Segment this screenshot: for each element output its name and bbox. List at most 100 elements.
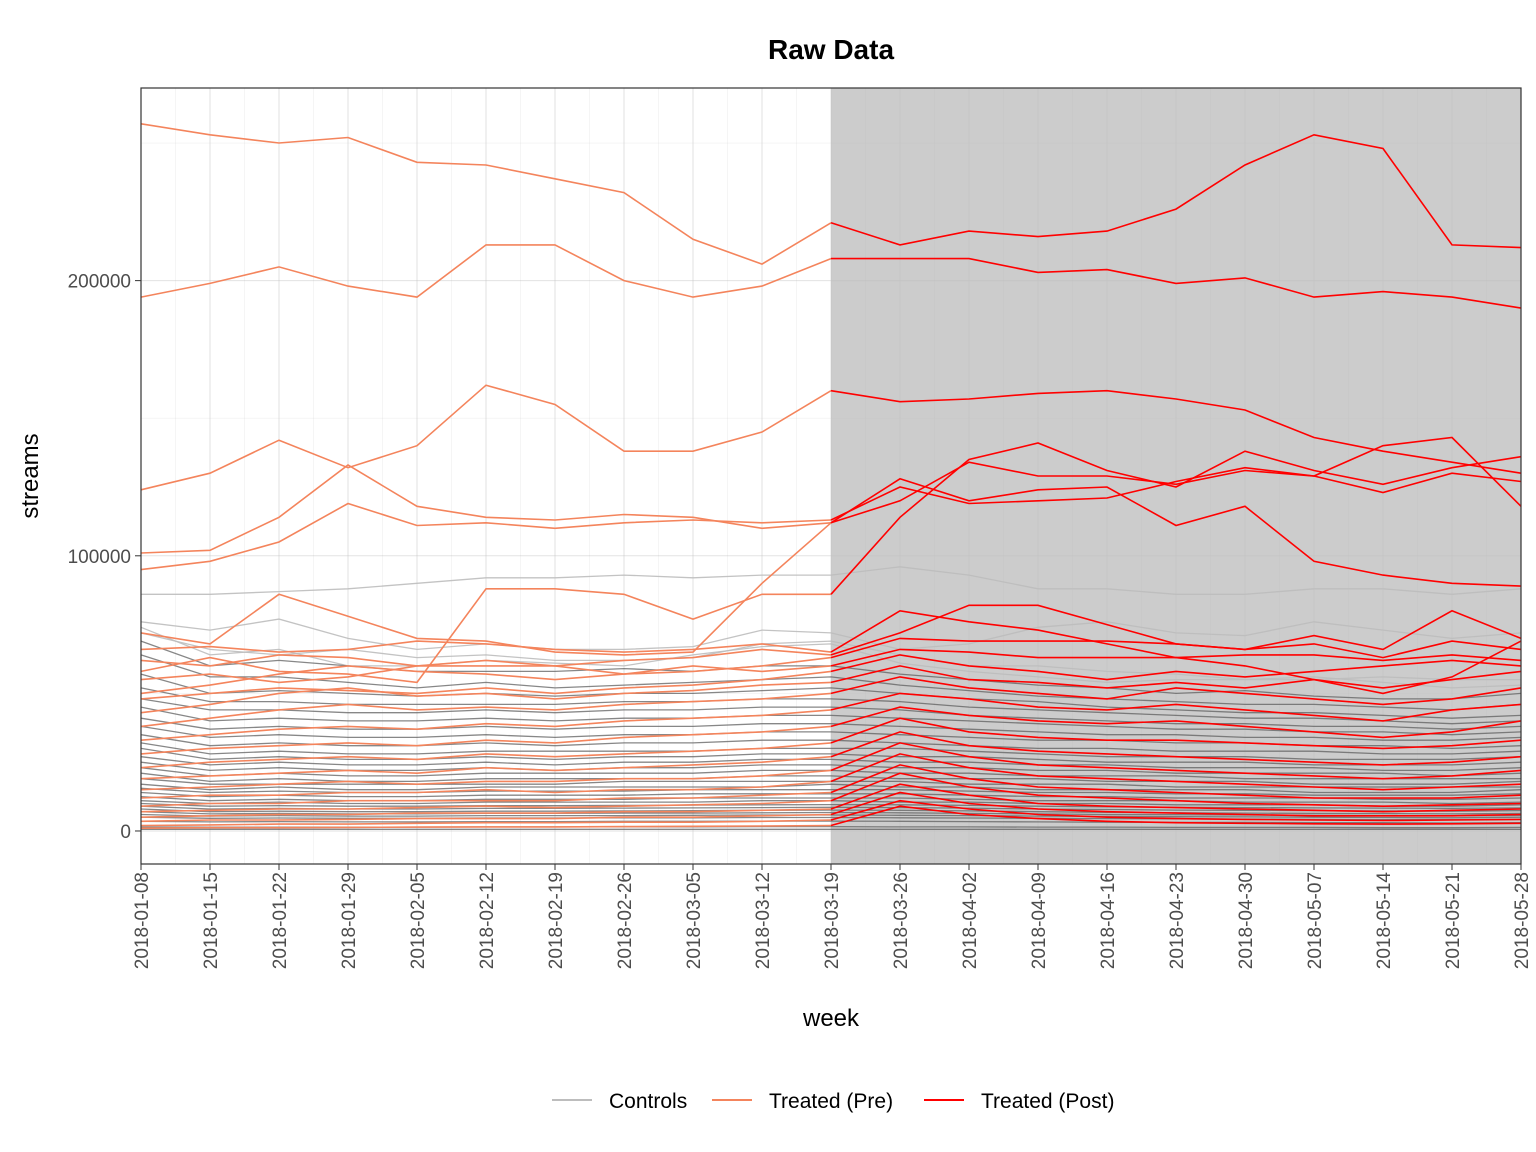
x-tick-label: 2018-01-08 xyxy=(132,872,153,969)
y-tick-label: 100000 xyxy=(68,547,131,568)
series-lines xyxy=(140,123,1522,830)
series-line-treated-pre xyxy=(140,522,832,656)
series-line-control xyxy=(140,687,1522,725)
series-line-treated-post xyxy=(830,706,1522,739)
series-line-treated-post xyxy=(830,742,1522,780)
x-tick-label: 2018-02-05 xyxy=(408,872,429,969)
series-line-treated-pre xyxy=(140,725,832,755)
x-tick-label: 2018-01-15 xyxy=(201,872,222,969)
series-line-treated-pre xyxy=(140,755,832,780)
series-line-control xyxy=(140,783,1522,794)
series-line-treated-post xyxy=(830,692,1522,722)
series-line-control xyxy=(140,756,1522,772)
series-line-treated-post xyxy=(830,654,1522,681)
x-tick-label: 2018-05-21 xyxy=(1443,872,1464,969)
series-line-treated-pre xyxy=(140,799,832,813)
series-line-treated-pre xyxy=(140,123,832,265)
series-line-treated-post xyxy=(830,466,1522,521)
series-line-treated-pre xyxy=(140,640,832,653)
series-line-control xyxy=(140,734,1522,755)
legend-label-controls: Controls xyxy=(609,1090,687,1113)
series-line-control xyxy=(140,654,1522,711)
series-line-control xyxy=(140,791,1522,800)
series-line-treated-post xyxy=(830,783,1522,813)
x-tick-label: 2018-03-05 xyxy=(684,872,705,969)
series-line-treated-post xyxy=(830,676,1522,706)
x-tick-label: 2018-02-26 xyxy=(615,872,636,969)
x-tick-label: 2018-02-12 xyxy=(477,872,498,969)
x-axis-title: week xyxy=(802,1005,860,1032)
x-tick-label: 2018-04-23 xyxy=(1167,872,1188,969)
series-line-control xyxy=(140,747,1522,766)
axes: 0 100000 200000 2018-01-08 2018-01-15 2018-01… xyxy=(68,272,1533,970)
series-line-treated-pre xyxy=(140,681,832,714)
series-line-control xyxy=(140,698,1522,730)
series-line-treated-pre xyxy=(140,808,832,818)
series-line-treated-post xyxy=(830,753,1522,791)
x-tick-label: 2018-03-26 xyxy=(891,872,912,969)
series-line-control xyxy=(141,566,1522,595)
y-tick-label: 200000 xyxy=(68,272,131,293)
series-line-treated-post xyxy=(830,764,1522,799)
x-tick-label: 2018-03-12 xyxy=(753,872,774,969)
series-line-treated-post xyxy=(830,772,1522,808)
x-tick-label: 2018-03-19 xyxy=(822,872,843,969)
series-line-treated-pre xyxy=(140,824,832,829)
y-axis-title: streams xyxy=(17,433,44,518)
series-line-treated-pre xyxy=(140,780,832,799)
series-line-treated-pre xyxy=(140,648,832,667)
x-tick-label: 2018-01-22 xyxy=(270,872,291,969)
series-line-treated-pre xyxy=(140,244,832,298)
series-line-treated-post xyxy=(830,717,1522,750)
series-line-treated-post xyxy=(830,731,1522,766)
series-line-treated-pre xyxy=(140,384,832,491)
series-line-control xyxy=(140,742,1522,761)
series-line-control xyxy=(140,717,1522,741)
series-line-treated-post xyxy=(830,799,1522,822)
series-line-treated-pre xyxy=(140,742,832,769)
series-line-treated-post xyxy=(830,436,1522,524)
series-line-treated-post xyxy=(830,133,1522,249)
series-line-treated-post xyxy=(830,805,1522,827)
x-tick-label: 2018-04-30 xyxy=(1236,872,1257,969)
series-line-treated-pre xyxy=(140,692,832,728)
x-tick-label: 2018-05-07 xyxy=(1305,872,1326,969)
series-line-treated-pre xyxy=(140,656,832,684)
x-tick-label: 2018-05-28 xyxy=(1512,872,1533,969)
chart-title: Raw Data xyxy=(768,34,894,65)
x-tick-label: 2018-01-29 xyxy=(339,872,360,969)
legend-label-treated-pre: Treated (Pre) xyxy=(769,1090,893,1113)
series-line-treated-pre xyxy=(140,588,831,684)
series-line-control xyxy=(140,618,1522,651)
x-tick-label: 2018-04-02 xyxy=(960,872,981,969)
series-line-treated-pre xyxy=(140,819,832,827)
series-line-control xyxy=(140,632,1521,681)
series-line-control xyxy=(140,772,1522,785)
x-tick-label: 2018-02-19 xyxy=(546,872,567,969)
legend: Controls Treated (Pre) Treated (Post) xyxy=(552,1090,1114,1113)
series-line-treated-post xyxy=(831,257,1522,309)
x-tick-label: 2018-04-09 xyxy=(1029,872,1050,969)
legend-label-treated-post: Treated (Post) xyxy=(981,1090,1114,1113)
series-line-treated-pre xyxy=(140,665,832,695)
series-line-treated-post xyxy=(830,791,1522,817)
series-line-treated-pre xyxy=(140,709,832,741)
series-line-control xyxy=(140,706,1522,736)
series-line-treated-pre xyxy=(140,502,832,571)
series-line-treated-pre xyxy=(140,769,832,791)
series-line-treated-pre xyxy=(140,813,832,823)
series-line-control xyxy=(140,761,1522,777)
series-line-treated-post xyxy=(830,665,1522,689)
series-line-control xyxy=(140,673,1522,719)
y-tick-label: 0 xyxy=(120,822,131,843)
x-tick-label: 2018-04-16 xyxy=(1098,872,1119,969)
series-line-treated-pre xyxy=(140,670,832,700)
series-line-treated-post xyxy=(830,389,1522,474)
series-line-treated-pre xyxy=(140,791,832,807)
series-line-treated-post xyxy=(830,442,1522,595)
series-line-treated-post xyxy=(830,637,1522,659)
series-line-treated-post xyxy=(830,648,1522,667)
series-line-control xyxy=(140,802,1522,810)
x-tick-label: 2018-05-14 xyxy=(1374,872,1395,970)
